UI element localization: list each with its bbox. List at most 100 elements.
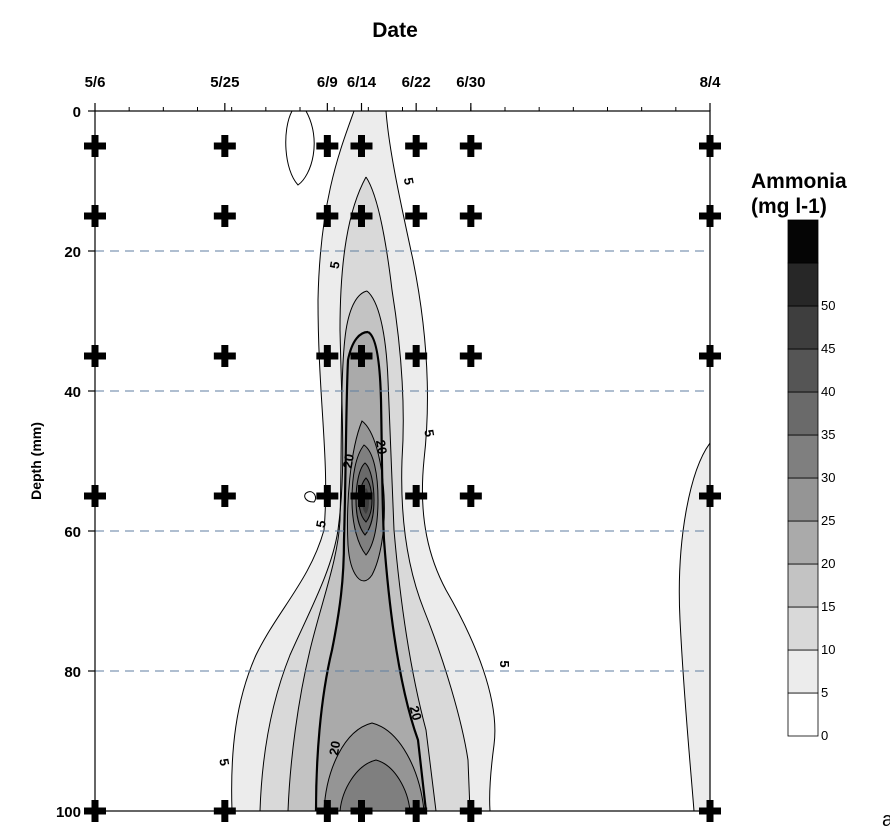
colorbar-swatch xyxy=(787,649,819,694)
colorbar-swatch xyxy=(787,477,819,522)
sample-marker xyxy=(405,135,428,157)
contour-right-line xyxy=(678,442,710,811)
colorbar-label: 40 xyxy=(821,384,835,399)
sample-marker xyxy=(405,485,428,507)
sample-marker xyxy=(316,205,339,227)
contour-label: 20 xyxy=(326,740,343,757)
sample-marker xyxy=(699,205,721,227)
contour-25-line xyxy=(323,420,425,811)
sample-marker xyxy=(459,205,482,227)
y-tick-label: 100 xyxy=(56,804,81,821)
svg-text:5: 5 xyxy=(421,428,437,438)
axes: 5/6 5/25 6/9 6/14 6/22 6/30 8/4 0 20 40 60 80 100 xyxy=(56,74,721,821)
contour-label: 5 xyxy=(313,519,329,529)
svg-text:5: 5 xyxy=(401,176,417,186)
colorbar-swatch xyxy=(787,563,819,608)
y-tick-label: 60 xyxy=(64,524,81,541)
sample-marker xyxy=(213,800,236,822)
x-tick-label: 6/14 xyxy=(347,74,377,91)
contour-15-line xyxy=(287,290,437,811)
svg-text:5: 5 xyxy=(327,260,343,270)
sample-marker xyxy=(213,345,236,367)
svg-text:20: 20 xyxy=(326,740,343,757)
sample-marker xyxy=(459,800,482,822)
sample-marker xyxy=(699,485,721,507)
sample-marker xyxy=(350,485,373,507)
colorbar-swatch xyxy=(787,348,819,393)
y-tick-label: 20 xyxy=(64,244,81,261)
y-tick-label: 40 xyxy=(64,384,81,401)
sample-marker xyxy=(405,800,428,822)
x-tick-label: 6/30 xyxy=(456,74,485,91)
sample-marker xyxy=(84,485,106,507)
sample-marker xyxy=(316,135,339,157)
x-tick-label: 6/22 xyxy=(402,74,431,91)
colorbar-swatch xyxy=(787,262,819,307)
colorbar-label: 30 xyxy=(821,470,835,485)
colorbar-swatch xyxy=(787,606,819,651)
grid-lines xyxy=(95,250,710,672)
sample-marker xyxy=(84,345,106,367)
sample-marker xyxy=(84,800,106,822)
contour-10-line xyxy=(259,176,471,811)
sample-marker xyxy=(213,135,236,157)
colorbar-title-line2: (mg l-1) xyxy=(751,195,827,218)
sample-marker xyxy=(350,205,373,227)
contour-label: 5 xyxy=(216,757,232,767)
chart-title: Date xyxy=(372,19,418,42)
sample-marker xyxy=(699,135,721,157)
band-25-30 xyxy=(324,421,424,811)
sample-marker xyxy=(350,800,373,822)
svg-text:5: 5 xyxy=(497,660,512,667)
sample-marker xyxy=(316,485,339,507)
sample-marker xyxy=(459,485,482,507)
sample-marker xyxy=(699,345,721,367)
sample-marker xyxy=(316,800,339,822)
svg-text:20: 20 xyxy=(373,439,390,456)
colorbar-label: 45 xyxy=(821,341,835,356)
colorbar-swatch xyxy=(787,434,819,479)
contour-labels: 5 5 5 5 5 5 20 20 20 20 xyxy=(216,176,512,767)
colorbar-swatch xyxy=(787,391,819,436)
colorbar-label: 10 xyxy=(821,642,835,657)
contour-30-line xyxy=(339,444,411,811)
contour-top-loop xyxy=(285,111,315,186)
sample-marker xyxy=(459,135,482,157)
contour-label: 20 xyxy=(340,453,357,470)
sample-marker xyxy=(316,345,339,367)
contour-20-line xyxy=(314,330,428,811)
band-30-35 xyxy=(340,445,410,811)
svg-text:20: 20 xyxy=(340,453,357,470)
colorbar-title-line1: Ammonia xyxy=(751,170,847,193)
contour-label: 5 xyxy=(401,176,417,186)
sample-marker xyxy=(459,345,482,367)
colorbar-label: 5 xyxy=(821,685,828,700)
sample-marker xyxy=(350,135,373,157)
colorbar-label: 0 xyxy=(821,728,828,743)
colorbar-label: 35 xyxy=(821,427,835,442)
contour-label: 5 xyxy=(497,660,512,667)
svg-text:5: 5 xyxy=(216,757,232,767)
svg-text:20: 20 xyxy=(407,704,425,722)
colorbar-label: 20 xyxy=(821,556,835,571)
colorbar: 0 5 10 15 20 25 30 35 40 45 50 xyxy=(787,219,835,743)
contour-35-line xyxy=(355,462,375,536)
svg-text:5: 5 xyxy=(313,519,329,529)
sample-marker xyxy=(84,135,106,157)
sample-marker xyxy=(699,800,721,822)
colorbar-swatch xyxy=(787,219,819,264)
y-tick-label: 80 xyxy=(64,664,81,681)
sample-markers xyxy=(84,135,721,822)
y-tick-label: 0 xyxy=(73,104,81,121)
colorbar-swatch xyxy=(787,692,819,737)
colorbar-swatch xyxy=(787,520,819,565)
x-tick-label: 5/25 xyxy=(210,74,239,91)
contour-label: 5 xyxy=(421,428,437,438)
corner-letter: a xyxy=(882,809,890,827)
x-tick-label: 5/6 xyxy=(85,74,106,91)
sample-marker xyxy=(213,205,236,227)
sample-marker xyxy=(350,345,373,367)
contour-label: 20 xyxy=(373,439,390,456)
colorbar-label: 25 xyxy=(821,513,835,528)
